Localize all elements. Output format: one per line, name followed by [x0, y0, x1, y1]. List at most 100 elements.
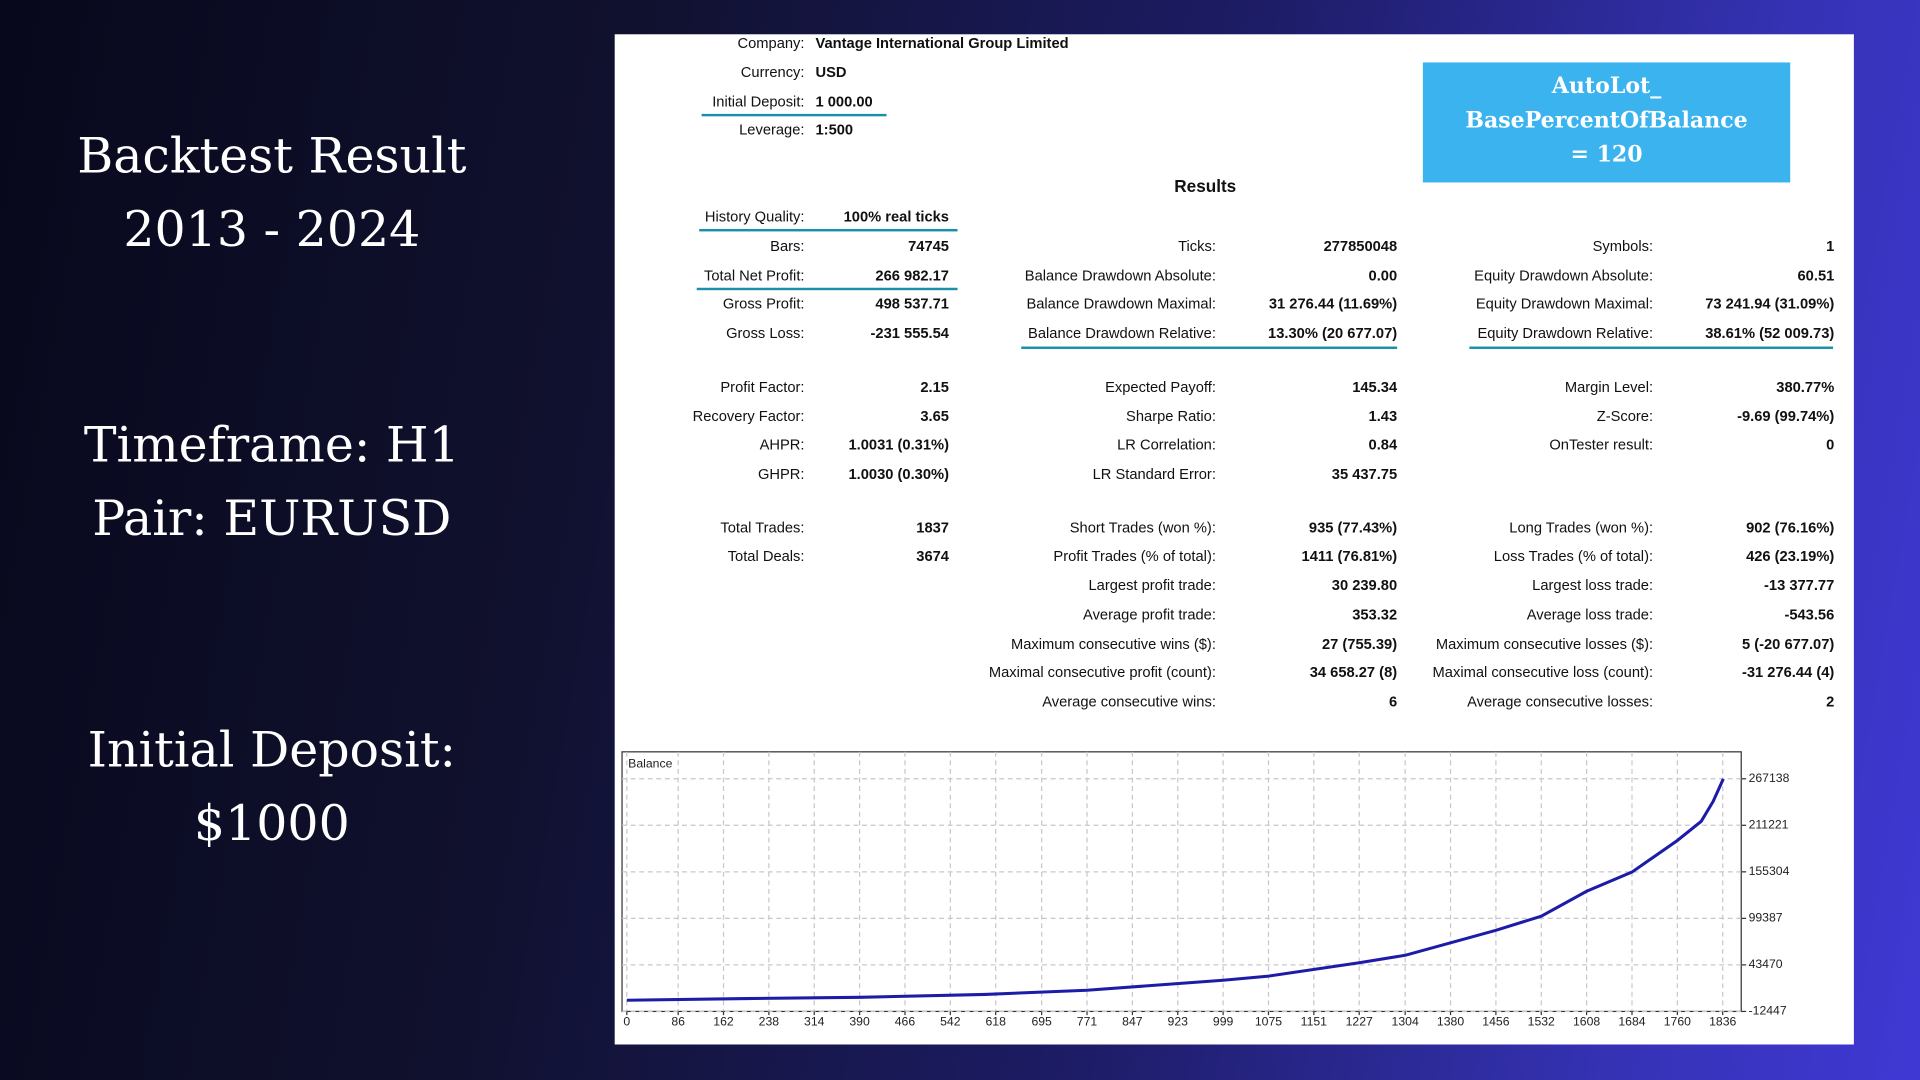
chart-title: Balance [628, 756, 672, 770]
result-label: Equity Drawdown Absolute: [1474, 266, 1654, 285]
detail-line: Pair: EURUSD [92, 491, 452, 548]
result-label: Profit Trades (% of total): [1053, 547, 1216, 565]
result-value: 1.0031 (0.31%) [848, 435, 949, 454]
x-tick-label: 86 [671, 1015, 685, 1029]
x-tick-label: 771 [1077, 1015, 1098, 1029]
underline [1021, 346, 1398, 349]
result-label: History Quality: [704, 208, 805, 226]
result-label: Balance Drawdown Absolute: [1024, 266, 1216, 285]
result-value: 902 (76.16%) [1746, 519, 1835, 537]
callout: AutoLot_ BasePercentOfBalance = 120 [1422, 62, 1791, 183]
result-value: 3674 [916, 547, 949, 565]
result-label: Average profit trade: [1083, 606, 1216, 624]
result-value: -9.69 (99.74%) [1737, 407, 1835, 425]
y-tick-label: -12447 [1749, 1004, 1787, 1018]
balance-line [626, 778, 1725, 1002]
result-label: Equity Drawdown Relative: [1477, 324, 1654, 342]
heading: Backtest Result 2013 - 2024 [0, 120, 544, 267]
result-value: 6 [1388, 693, 1398, 711]
result-value: 498 537.71 [875, 295, 949, 313]
result-label: Z-Score: [1596, 407, 1654, 425]
result-value: 100% real ticks [843, 208, 949, 226]
field-label: Initial Deposit: [712, 93, 805, 111]
x-tick-label: 1760 [1664, 1015, 1691, 1029]
result-value: 2 [1826, 693, 1835, 711]
result-value: 38.61% (52 009.73) [1705, 324, 1835, 342]
callout-line: AutoLot_ [1551, 73, 1662, 100]
field-label: Leverage: [739, 121, 805, 139]
y-tick-label: 99387 [1749, 911, 1783, 925]
result-label: Symbols: [1592, 237, 1654, 255]
result-value: 34 658.27 (8) [1309, 663, 1398, 681]
result-label: Total Trades: [720, 519, 805, 537]
x-tick-label: 1227 [1346, 1015, 1373, 1029]
result-label: Gross Loss: [726, 324, 805, 342]
result-label: Maximal consecutive loss (count): [1432, 663, 1654, 681]
x-tick-label: 695 [1031, 1015, 1052, 1029]
result-value: 0.00 [1368, 266, 1398, 285]
result-label: Margin Level: [1564, 378, 1654, 396]
result-value: 27 (755.39) [1321, 635, 1398, 653]
result-value: 277850048 [1323, 237, 1398, 255]
result-value: -31 276.44 (4) [1741, 663, 1835, 681]
result-label: Average consecutive losses: [1467, 693, 1654, 711]
result-label: Largest loss trade: [1532, 576, 1654, 594]
result-value: 426 (23.19%) [1746, 547, 1835, 565]
underline [696, 287, 958, 291]
result-label: Balance Drawdown Maximal: [1026, 295, 1216, 313]
report: AutoLot_ BasePercentOfBalance = 120 Result… [614, 34, 1854, 1045]
result-value: 1837 [916, 519, 949, 537]
x-tick-label: 1532 [1528, 1015, 1555, 1029]
deposit-line: Initial Deposit: [87, 722, 457, 779]
result-value: 1 [1826, 237, 1835, 255]
result-label: Short Trades (won %): [1069, 519, 1216, 537]
result-label: Equity Drawdown Maximal: [1475, 295, 1654, 313]
result-value: 935 (77.43%) [1308, 519, 1398, 537]
result-label: OnTester result: [1549, 435, 1654, 454]
result-value: -13 377.77 [1764, 576, 1835, 594]
x-tick-label: 847 [1122, 1015, 1143, 1029]
balance-chart: Balance -12447 43470 99387 155304 211221 2671… [621, 751, 1790, 1029]
x-tick-label: 390 [849, 1015, 870, 1029]
field-label: Currency: [740, 63, 805, 81]
result-value: 380.77% [1776, 378, 1835, 396]
result-value: 0 [1826, 435, 1835, 454]
underline [701, 113, 887, 117]
result-value: 35 437.75 [1331, 465, 1398, 483]
result-label: Maximum consecutive wins ($): [1010, 635, 1216, 653]
y-tick-label: 43470 [1749, 957, 1783, 971]
heading-line: Backtest Result [77, 128, 467, 185]
field-value: USD [815, 63, 847, 81]
result-value: 1.43 [1368, 407, 1398, 425]
y-tick-label: 155304 [1749, 864, 1790, 878]
y-tick-label: 211221 [1749, 818, 1789, 832]
result-value: 266 982.17 [875, 266, 949, 285]
x-tick-label: 618 [985, 1015, 1006, 1029]
result-value: 0.84 [1368, 435, 1398, 454]
plot-frame [621, 751, 1742, 1013]
result-label: Maximum consecutive losses ($): [1435, 635, 1654, 653]
result-label: Recovery Factor: [692, 407, 805, 425]
result-value: -231 555.54 [870, 324, 949, 342]
result-label: Expected Payoff: [1105, 378, 1216, 396]
x-tick-label: 1684 [1618, 1015, 1645, 1029]
x-tick-label: 1151 [1301, 1015, 1328, 1029]
x-tick-label: 999 [1213, 1015, 1234, 1029]
result-value: 1411 (76.81%) [1301, 547, 1398, 565]
x-tick-label: 1304 [1392, 1015, 1419, 1029]
x-tick-label: 1380 [1437, 1015, 1464, 1029]
detail-line: Timeframe: H1 [83, 417, 460, 474]
result-label: Gross Profit: [722, 295, 805, 313]
result-label: Total Deals: [727, 547, 805, 565]
result-label: GHPR: [757, 465, 805, 483]
result-label: Average consecutive wins: [1042, 693, 1216, 711]
result-label: AHPR: [759, 435, 805, 454]
result-value: 13.30% (20 677.07) [1268, 324, 1398, 342]
details: Timeframe: H1 Pair: EURUSD [0, 409, 544, 556]
deposit: Initial Deposit: $1000 [0, 714, 544, 861]
result-value: 3.65 [920, 407, 949, 425]
x-tick-label: 1608 [1573, 1015, 1600, 1029]
underline [699, 228, 958, 232]
result-label: Sharpe Ratio: [1126, 407, 1216, 425]
